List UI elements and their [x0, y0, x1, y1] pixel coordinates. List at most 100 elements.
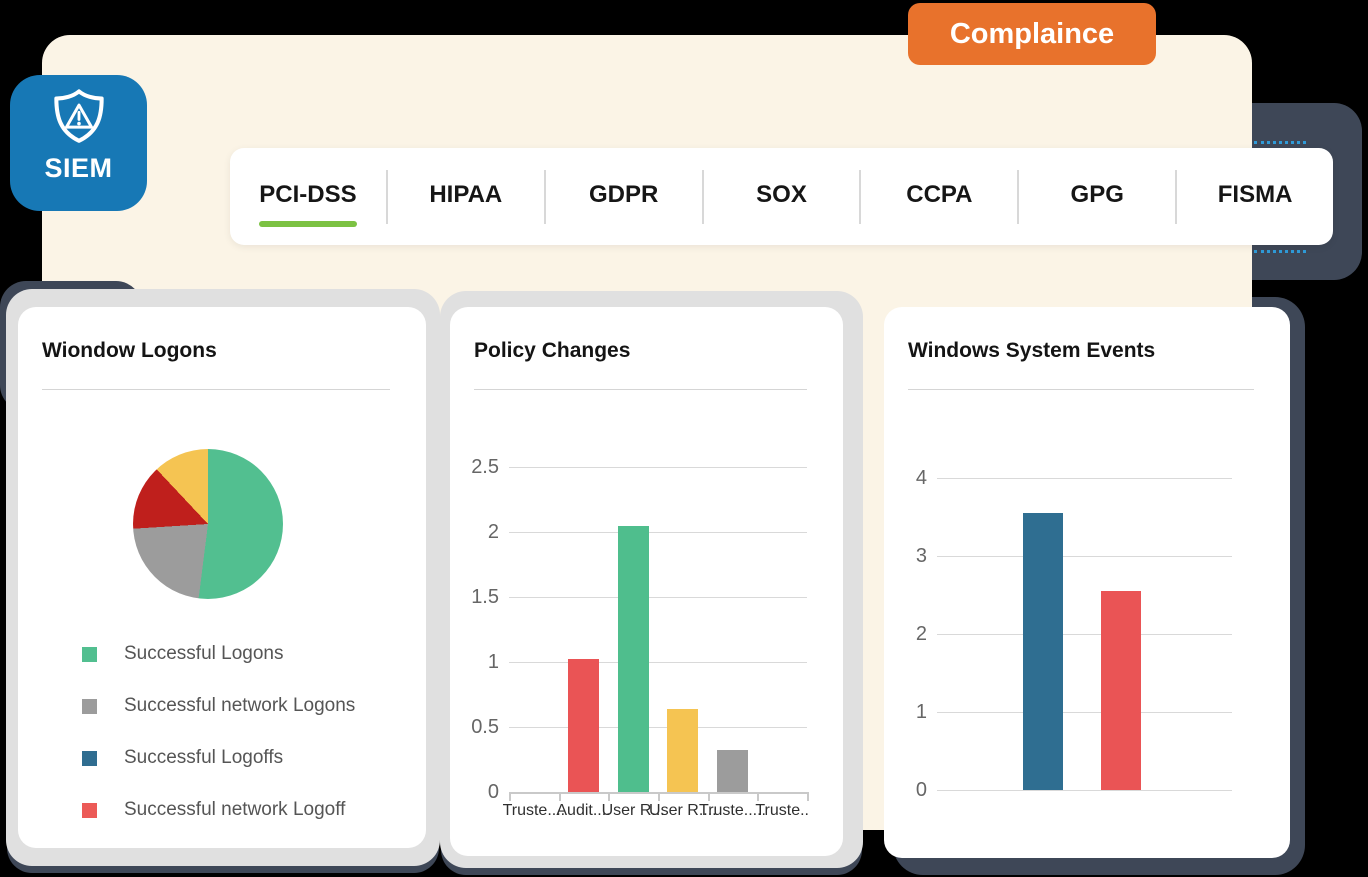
- tab-sox[interactable]: SOX: [704, 167, 860, 227]
- y-axis-tick-label: 3: [915, 545, 927, 567]
- tab-hipaa[interactable]: HIPAA: [388, 167, 544, 227]
- legend-item: Successful network Logons: [82, 689, 416, 723]
- x-axis-tick: [807, 792, 809, 801]
- legend-item: Successful network Logoff: [82, 793, 416, 827]
- y-axis-tick-label: 1: [915, 701, 927, 723]
- x-axis-tick-label: Truste.....: [699, 802, 766, 819]
- x-axis-tick-label: User R....: [649, 802, 717, 819]
- legend-swatch: [82, 698, 97, 714]
- legend-swatch: [82, 750, 97, 766]
- gridline: [937, 712, 1232, 713]
- card-windows-system-events: Windows System Events 0 1 2 3 4: [884, 307, 1290, 858]
- legend-label: Successful Logoffs: [124, 747, 284, 768]
- pie-legend: Successful Logons Successful network Logo…: [82, 637, 416, 845]
- card-title-divider: [474, 389, 807, 390]
- tab-divider: [701, 169, 704, 224]
- y-axis-tick-label: 2: [915, 623, 927, 645]
- tab-label: CCPA: [906, 180, 973, 208]
- card-title-divider: [908, 389, 1254, 390]
- tab-divider: [543, 169, 546, 224]
- gridline: [509, 597, 807, 598]
- card-title: Windows System Events: [908, 339, 1156, 362]
- siem-badge-label: SIEM: [44, 153, 113, 183]
- bar[interactable]: [667, 708, 699, 792]
- bar[interactable]: [1023, 513, 1063, 790]
- legend-label: Successful network Logons: [124, 695, 356, 716]
- legend-swatch: [82, 646, 97, 662]
- gridline: [937, 556, 1232, 557]
- card-title: Policy Changes: [474, 339, 631, 362]
- card-policy-changes: Policy Changes 0 0.5 1 1.5 2 2.5 Truste.... Aud…: [450, 307, 843, 856]
- bar[interactable]: [617, 525, 649, 792]
- legend-label: Successful network Logoff: [124, 799, 346, 820]
- tab-gpg[interactable]: GPG: [1019, 167, 1175, 227]
- gridline: [509, 662, 807, 663]
- tab-label: GDPR: [588, 180, 659, 208]
- y-axis-tick-label: 4: [915, 467, 927, 489]
- bar[interactable]: [717, 750, 748, 792]
- gridline: [937, 478, 1232, 479]
- tab-divider: [385, 169, 388, 224]
- y-axis-tick-label: 2: [487, 521, 499, 543]
- legend-item: Successful Logoffs: [82, 741, 416, 775]
- tab-active-underline: [733, 221, 831, 227]
- siem-badge: SIEM: [10, 75, 147, 211]
- tab-divider: [1017, 169, 1020, 224]
- y-axis-tick-label: 0: [487, 781, 499, 803]
- x-axis-tick: [608, 792, 611, 801]
- x-axis-tick-label: Audit....: [556, 802, 611, 819]
- card-title: Wiondow Logons: [42, 339, 217, 362]
- x-axis-tick: [658, 792, 660, 801]
- compliance-tabbar: PCI-DSS HIPAA GDPR SOX CCPA GPG FISMA: [230, 148, 1333, 245]
- gridline: [937, 790, 1232, 791]
- dotted-accent-bottom: [1254, 250, 1306, 253]
- x-axis-tick-label: Truste..: [755, 802, 809, 819]
- policy-changes-bar-chart: 0 0.5 1 1.5 2 2.5 Truste.... Audit.... User R...…: [450, 307, 843, 856]
- compliance-badge-label: Complaince: [949, 17, 1115, 50]
- window-logons-pie-chart[interactable]: [133, 449, 283, 599]
- card-window-logons: Wiondow Logons Successful Logons Successf…: [18, 307, 426, 848]
- x-axis-tick: [707, 792, 710, 801]
- gridline: [509, 532, 807, 533]
- x-axis-tick-label: Truste....: [502, 802, 566, 819]
- tab-active-underline: [890, 221, 988, 227]
- tab-active-underline: [417, 221, 515, 227]
- x-axis-tick: [509, 792, 511, 801]
- tab-active-underline: [1206, 221, 1304, 227]
- x-axis-tick-label: User R...: [601, 802, 665, 819]
- gridline: [937, 634, 1232, 635]
- tab-label: GPG: [1070, 180, 1124, 208]
- tab-divider: [859, 169, 862, 224]
- bar[interactable]: [568, 659, 599, 792]
- dotted-accent-top: [1254, 141, 1306, 144]
- tab-label: SOX: [756, 180, 807, 208]
- y-axis-tick-label: 1.5: [471, 586, 499, 608]
- y-axis-tick-label: 0.5: [471, 716, 499, 738]
- gridline: [509, 467, 807, 468]
- x-axis-tick: [558, 792, 561, 801]
- y-axis-tick-label: 1: [487, 651, 499, 673]
- compliance-badge: Complaince: [908, 3, 1156, 65]
- tab-pci-dss[interactable]: PCI-DSS: [230, 167, 386, 227]
- tab-active-underline: [575, 221, 673, 227]
- tab-label: PCI-DSS: [259, 180, 357, 208]
- tab-label: FISMA: [1217, 180, 1293, 208]
- shield-alert-icon: [53, 89, 104, 143]
- tab-active-underline: [258, 220, 357, 227]
- tab-list: PCI-DSS HIPAA GDPR SOX CCPA GPG FISMA: [230, 148, 1333, 245]
- y-axis-tick-label: 2.5: [471, 456, 499, 478]
- tab-active-underline: [1048, 221, 1146, 227]
- bar[interactable]: [1101, 591, 1141, 790]
- tab-gdpr[interactable]: GDPR: [546, 167, 702, 227]
- card-title-divider: [42, 389, 390, 390]
- legend-label: Successful Logons: [124, 643, 284, 664]
- tab-ccpa[interactable]: CCPA: [861, 167, 1017, 227]
- x-axis-tick: [757, 792, 760, 801]
- tab-divider: [1175, 169, 1178, 224]
- legend-item: Successful Logons: [82, 637, 416, 671]
- y-axis-tick-label: 0: [915, 779, 927, 801]
- legend-swatch: [82, 802, 97, 818]
- tab-fisma[interactable]: FISMA: [1177, 167, 1333, 227]
- windows-system-events-bar-chart: 0 1 2 3 4: [884, 307, 1290, 858]
